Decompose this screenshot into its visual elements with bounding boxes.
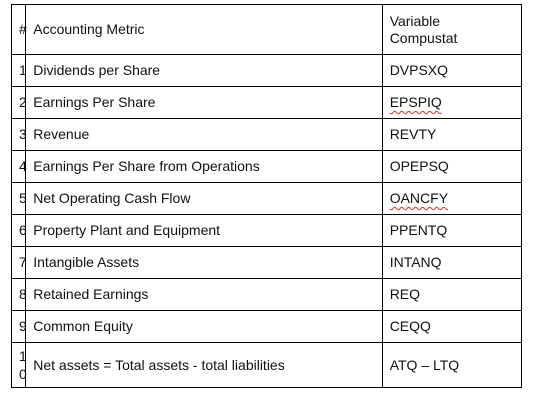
row-num: 6: [10, 214, 27, 247]
row-num: 8: [10, 278, 27, 311]
row-metric: Earnings Per Share: [25, 86, 383, 119]
row-variable: OANCFY: [381, 182, 523, 215]
header-variable: Variable Compustat: [381, 4, 523, 55]
table-row: 4 Earnings Per Share from Operations OPE…: [10, 150, 523, 183]
row-variable: PPENTQ: [381, 214, 523, 247]
header-metric: Accounting Metric: [25, 4, 383, 55]
row-num-text: 10: [19, 348, 27, 382]
header-num: #: [10, 4, 27, 55]
row-metric: Net Operating Cash Flow: [25, 182, 383, 215]
row-metric: Retained Earnings: [25, 278, 383, 311]
table-row: 6 Property Plant and Equipment PPENTQ: [10, 214, 523, 247]
row-num: 4: [10, 150, 27, 183]
row-variable: REQ: [381, 278, 523, 311]
row-num: 3: [10, 118, 27, 151]
row-metric: Dividends per Share: [25, 54, 383, 87]
header-variable-line2: Compustat: [389, 29, 458, 46]
table-row: 7 Intangible Assets INTANQ: [10, 246, 523, 279]
table-header-row: # Accounting Metric Variable Compustat: [10, 4, 523, 55]
row-metric: Net assets = Total assets - total liabil…: [25, 342, 383, 388]
table-row: 3 Revenue REVTY: [10, 118, 523, 151]
row-metric: Property Plant and Equipment: [25, 214, 383, 247]
compustat-variable-table: # Accounting Metric Variable Compustat 1…: [10, 4, 523, 388]
row-variable-text: EPSPIQ: [389, 94, 442, 110]
row-num: 7: [10, 246, 27, 279]
row-metric: Intangible Assets: [25, 246, 383, 279]
table-row: 9 Common Equity CEQQ: [10, 310, 523, 343]
row-metric: Revenue: [25, 118, 383, 151]
header-variable-line1: Variable: [389, 12, 441, 29]
row-variable: INTANQ: [381, 246, 523, 279]
row-variable: OPEPSQ: [381, 150, 523, 183]
table-row: 1 Dividends per Share DVPSXQ: [10, 54, 523, 87]
row-variable: REVTY: [381, 118, 523, 151]
row-metric: Common Equity: [25, 310, 383, 343]
row-num: 10: [10, 342, 27, 388]
row-variable-text: OANCFY: [389, 190, 449, 206]
row-metric: Earnings Per Share from Operations: [25, 150, 383, 183]
row-variable: CEQQ: [381, 310, 523, 343]
row-num: 5: [10, 182, 27, 215]
row-variable: DVPSXQ: [381, 54, 523, 87]
table-row: 2 Earnings Per Share EPSPIQ: [10, 86, 523, 119]
row-num: 1: [10, 54, 27, 87]
row-variable: ATQ – LTQ: [381, 342, 523, 388]
table-row: 5 Net Operating Cash Flow OANCFY: [10, 182, 523, 215]
table-row: 10 Net assets = Total assets - total lia…: [10, 342, 523, 388]
row-num: 2: [10, 86, 27, 119]
table-row: 8 Retained Earnings REQ: [10, 278, 523, 311]
row-variable: EPSPIQ: [381, 86, 523, 119]
row-num: 9: [10, 310, 27, 343]
